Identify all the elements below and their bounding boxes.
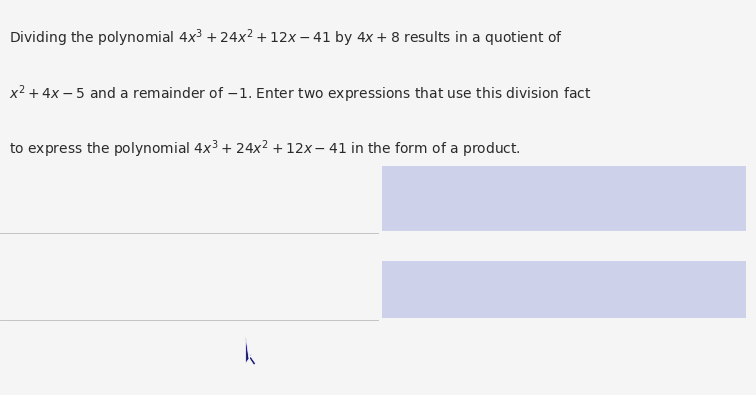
Text: to express the polynomial $4x^3 + 24x^2 + 12x - 41$ in the form of a product.: to express the polynomial $4x^3 + 24x^2 … [9,138,521,160]
Text: $x^2 + 4x - 5$ and a remainder of $-1$. Enter two expressions that use this divi: $x^2 + 4x - 5$ and a remainder of $-1$. … [9,83,591,105]
Polygon shape [246,336,256,365]
FancyBboxPatch shape [382,261,746,318]
Text: Dividing the polynomial $4x^3 + 24x^2 + 12x - 41$ by $4x + 8$ results in a quoti: Dividing the polynomial $4x^3 + 24x^2 + … [9,28,563,49]
FancyBboxPatch shape [382,166,746,231]
